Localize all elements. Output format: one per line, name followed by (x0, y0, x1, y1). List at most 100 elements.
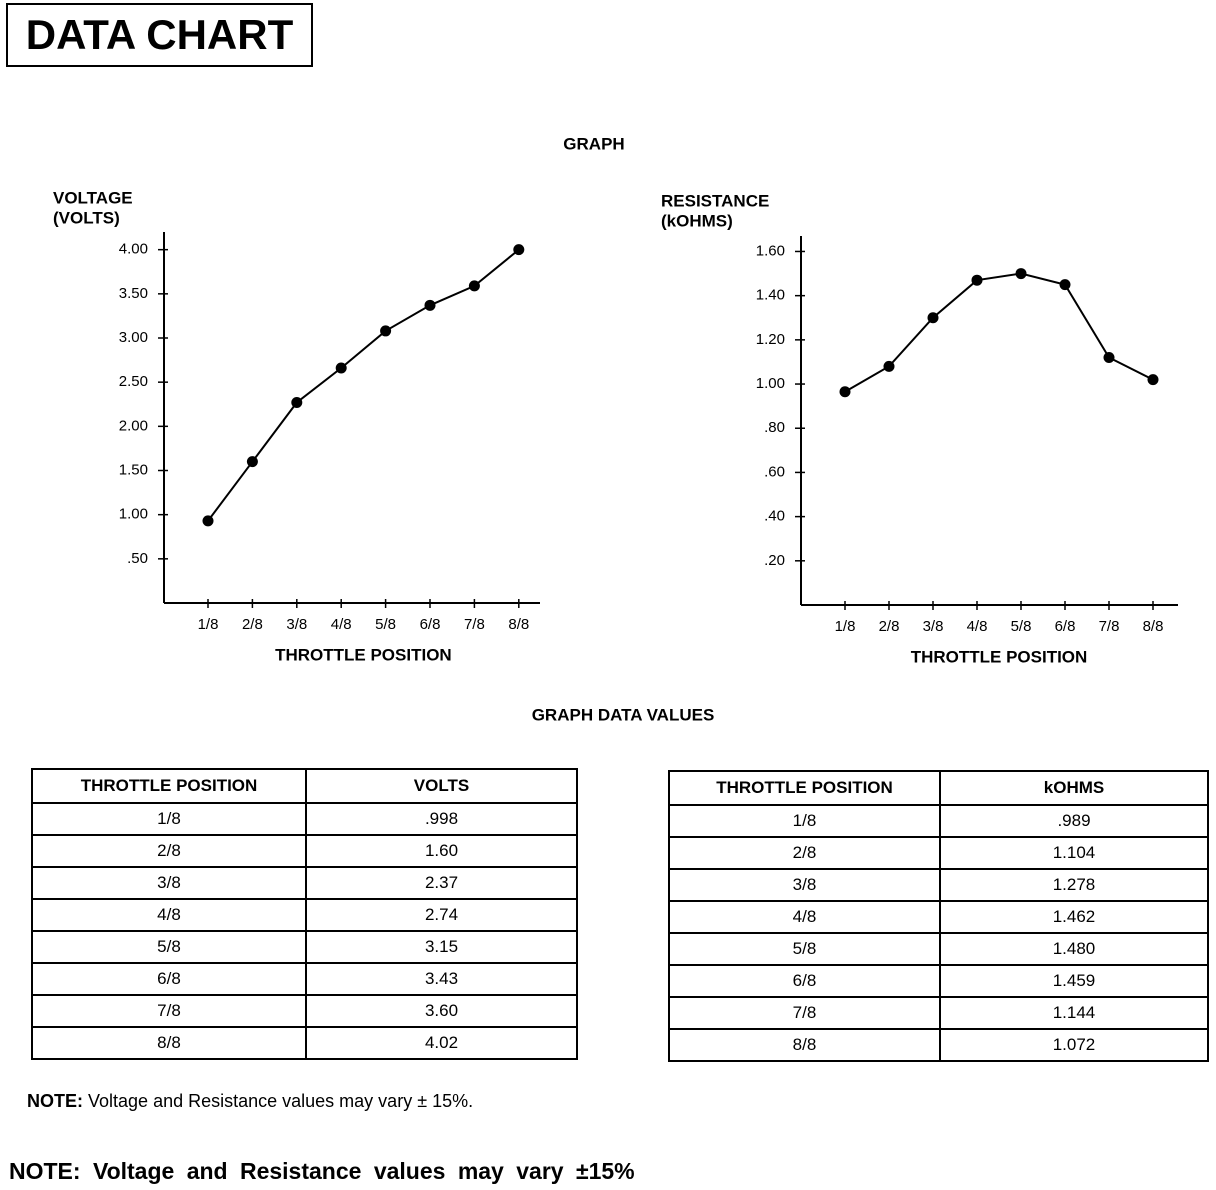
y-tick-label: 1.00 (119, 506, 148, 523)
y-axis-label: VOLTAGE (53, 188, 133, 207)
table-row: 4/8 2.74 (31, 898, 578, 932)
y-axis-label: (VOLTS) (53, 208, 120, 227)
header-row: THROTTLE POSITION VOLTS (31, 768, 578, 804)
table-cell: 4.02 (305, 1026, 578, 1060)
data-point (883, 360, 895, 372)
note: NOTE: Voltage and Resistance values may … (27, 1091, 473, 1112)
data-point (335, 362, 347, 374)
data-point (1147, 374, 1159, 386)
footer-note: NOTE: Voltage and Resistance values may … (9, 1158, 635, 1184)
header-row: THROTTLE POSITION kOHMS (668, 770, 1209, 806)
charts: GRAPH VOLTAGE(VOLTS) THROTTLE POSITION .50… (53, 134, 1178, 666)
header-cell: VOLTS (305, 768, 578, 804)
table-cell: 2/8 (668, 836, 941, 870)
data-point (971, 274, 983, 286)
x-tick-label: 5/8 (375, 616, 396, 633)
table-cell: 2/8 (31, 834, 307, 868)
table-cell: 3/8 (668, 868, 941, 902)
x-axis-label: THROTTLE POSITION (275, 645, 452, 664)
header-cell: THROTTLE POSITION (668, 770, 941, 806)
table-row: 8/8 4.02 (31, 1026, 578, 1060)
table-cell: 1.104 (939, 836, 1209, 870)
x-tick-label: 8/8 (1143, 618, 1164, 635)
y-tick-label: 2.00 (119, 417, 148, 434)
note-text: Voltage and Resistance values may vary ±… (88, 1091, 474, 1111)
table-row: 6/8 1.459 (668, 964, 1209, 998)
table-row: 3/8 2.37 (31, 866, 578, 900)
y-tick-label: 1.00 (756, 375, 785, 392)
x-tick-label: 3/8 (923, 618, 944, 635)
table-cell: 1/8 (31, 802, 307, 836)
table-cell: 7/8 (668, 996, 941, 1030)
table-row: 4/8 1.462 (668, 900, 1209, 934)
y-tick-label: 3.50 (119, 285, 148, 302)
table-cell: 2.37 (305, 866, 578, 900)
graph-title: GRAPH (563, 134, 624, 153)
data-line (844, 272, 1154, 393)
data-line (207, 248, 520, 522)
table-row: 5/8 3.15 (31, 930, 578, 964)
data-point (927, 312, 939, 324)
table-cell: 8/8 (31, 1026, 307, 1060)
x-tick-label: 5/8 (1011, 618, 1032, 635)
table-row: 6/8 3.43 (31, 962, 578, 996)
y-tick-label: .80 (764, 419, 785, 436)
table-cell: 3.43 (305, 962, 578, 996)
x-tick-label: 4/8 (967, 618, 988, 635)
table-cell: 3.60 (305, 994, 578, 1028)
y-tick-label: 1.50 (119, 461, 148, 478)
data-point (246, 456, 258, 468)
table-cell: 6/8 (668, 964, 941, 998)
x-axis-label: THROTTLE POSITION (911, 647, 1088, 666)
x-tick-label: 6/8 (1055, 618, 1076, 635)
table-cell: 6/8 (31, 962, 307, 996)
data-table: THROTTLE POSITION VOLTS 1/8.998 2/8 1.60 3/8 2… (31, 768, 578, 1060)
values-title: GRAPH DATA VALUES (532, 705, 715, 724)
data-point (380, 325, 392, 337)
data-point (1059, 279, 1071, 291)
table-row: 1/8.998 (31, 802, 578, 836)
table-row: 8/8 1.072 (668, 1028, 1209, 1062)
x-tick-label: 6/8 (420, 616, 441, 633)
data-point (1103, 352, 1115, 364)
table-cell: 1.144 (939, 996, 1209, 1030)
table-cell: .998 (305, 802, 578, 836)
table-cell: 8/8 (668, 1028, 941, 1062)
x-tick-label: 1/8 (198, 616, 219, 633)
y-tick-label: 2.50 (119, 373, 148, 390)
table-cell: 4/8 (668, 900, 941, 934)
header-cell: THROTTLE POSITION (31, 768, 307, 804)
table-cell: 3/8 (31, 866, 307, 900)
y-axis-label: (kOHMS) (661, 211, 733, 230)
data-point (291, 396, 303, 408)
table-cell: 3.15 (305, 930, 578, 964)
x-tick-label: 1/8 (835, 618, 856, 635)
values-title-area: GRAPH DATA VALUES (532, 705, 715, 724)
data-point (202, 515, 214, 527)
table-cell: 1/8 (668, 804, 941, 838)
table-cell: 4/8 (31, 898, 307, 932)
y-axis-label: RESISTANCE (661, 191, 769, 210)
data-point (468, 280, 480, 292)
data-point (1015, 268, 1027, 280)
table-cell: 1.60 (305, 834, 578, 868)
data-point (513, 244, 525, 256)
table-row: 5/8 1.480 (668, 932, 1209, 966)
y-tick-label: .60 (764, 463, 785, 480)
table-row: 7/8 1.144 (668, 996, 1209, 1030)
y-tick-label: 3.00 (119, 329, 148, 346)
table-cell: 1.278 (939, 868, 1209, 902)
y-tick-label: 1.40 (756, 287, 785, 304)
y-tick-label: .50 (127, 550, 148, 567)
x-tick-label: 7/8 (464, 616, 485, 633)
table-cell: .989 (939, 804, 1209, 838)
y-tick-label: 1.60 (756, 242, 785, 259)
data-table: THROTTLE POSITION kOHMS 1/8.989 2/8 1.104 3/8… (668, 770, 1209, 1062)
table-cell: 1.462 (939, 900, 1209, 934)
note-label: NOTE: (27, 1091, 83, 1111)
x-tick-label: 4/8 (331, 616, 352, 633)
table-row: 2/8 1.104 (668, 836, 1209, 870)
data-point (424, 299, 436, 311)
table-cell: 7/8 (31, 994, 307, 1028)
